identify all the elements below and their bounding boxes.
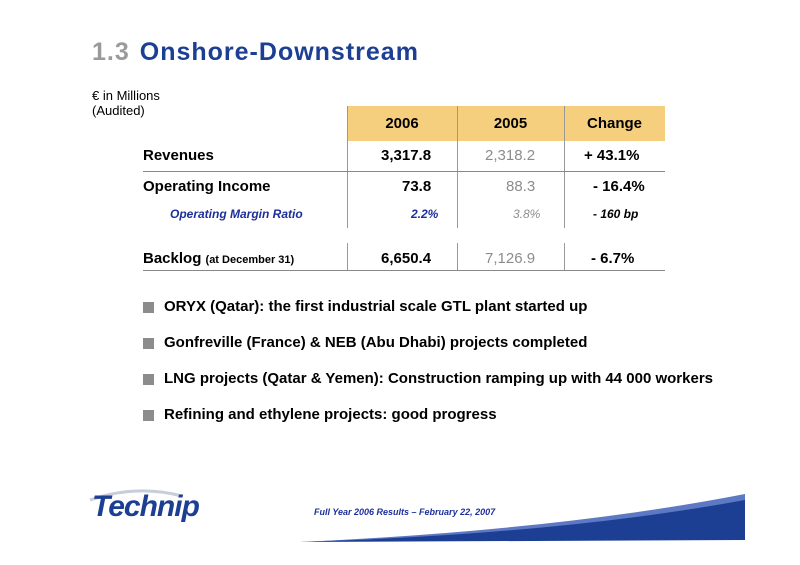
list-item: ORYX (Qatar): the first industrial scale… xyxy=(143,298,713,334)
logo-arc-icon xyxy=(89,489,183,502)
row-label-backlog: Backlog (at December 31) xyxy=(143,250,294,267)
technip-logo: Technip xyxy=(92,490,200,523)
backlog-label: Backlog xyxy=(143,250,202,267)
square-bullet-icon xyxy=(143,374,154,385)
revenues-2005: 2,318.2 xyxy=(485,147,536,164)
footer-swoosh-icon xyxy=(300,494,745,542)
header-2005: 2005 xyxy=(493,115,528,132)
page-number: 7 xyxy=(753,520,759,530)
operating-margin-2005: 3.8% xyxy=(513,207,541,221)
backlog-2006: 6,650.4 xyxy=(381,250,432,267)
operating-margin-change: - 160 bp xyxy=(593,207,639,221)
units-note: € in Millions (Audited) xyxy=(92,88,160,118)
row-label-revenues: Revenues xyxy=(143,147,214,164)
square-bullet-icon xyxy=(143,410,154,421)
bullet-list: ORYX (Qatar): the first industrial scale… xyxy=(143,298,713,442)
section-number: 1.3 xyxy=(92,38,130,66)
bullet-text: ORYX (Qatar): the first industrial scale… xyxy=(164,298,588,315)
table-divider xyxy=(457,106,458,228)
table-divider xyxy=(347,106,348,228)
backlog-2005: 7,126.9 xyxy=(485,250,536,267)
list-item: LNG projects (Qatar & Yemen): Constructi… xyxy=(143,370,713,406)
row-label-operating-income: Operating Income xyxy=(143,178,271,195)
row-label-operating-margin: Operating Margin Ratio xyxy=(170,207,303,221)
table-divider xyxy=(564,243,565,271)
operating-margin-2006: 2.2% xyxy=(411,207,439,221)
table-divider xyxy=(457,243,458,271)
operating-income-2005: 88.3 xyxy=(506,178,536,195)
operating-income-change: - 16.4% xyxy=(593,178,645,195)
page-title: 1.3 Onshore-Downstream xyxy=(92,38,419,67)
units-currency: € in Millions xyxy=(92,88,160,103)
table-rule xyxy=(143,270,665,271)
square-bullet-icon xyxy=(143,338,154,349)
header-change: Change xyxy=(586,115,642,132)
bullet-text: Gonfreville (France) & NEB (Abu Dhabi) p… xyxy=(164,334,588,351)
backlog-change: - 6.7% xyxy=(591,250,635,267)
revenues-change: + 43.1% xyxy=(584,147,640,164)
backlog-label-note: (at December 31) xyxy=(205,254,295,266)
table-header-background xyxy=(347,106,665,141)
list-item: Gonfreville (France) & NEB (Abu Dhabi) p… xyxy=(143,334,713,370)
bullet-text: Refining and ethylene projects: good pro… xyxy=(164,406,497,423)
square-bullet-icon xyxy=(143,302,154,313)
table-divider xyxy=(564,106,565,228)
bullet-text: LNG projects (Qatar & Yemen): Constructi… xyxy=(164,370,714,387)
section-title: Onshore-Downstream xyxy=(139,38,419,66)
footer-text: Full Year 2006 Results – February 22, 20… xyxy=(314,507,496,517)
table-rule xyxy=(143,171,665,172)
revenues-2006: 3,317.8 xyxy=(381,147,432,164)
list-item: Refining and ethylene projects: good pro… xyxy=(143,406,713,442)
table-divider xyxy=(347,243,348,271)
operating-income-2006: 73.8 xyxy=(402,178,432,195)
units-audited: (Audited) xyxy=(92,103,145,118)
header-2006: 2006 xyxy=(385,115,419,132)
